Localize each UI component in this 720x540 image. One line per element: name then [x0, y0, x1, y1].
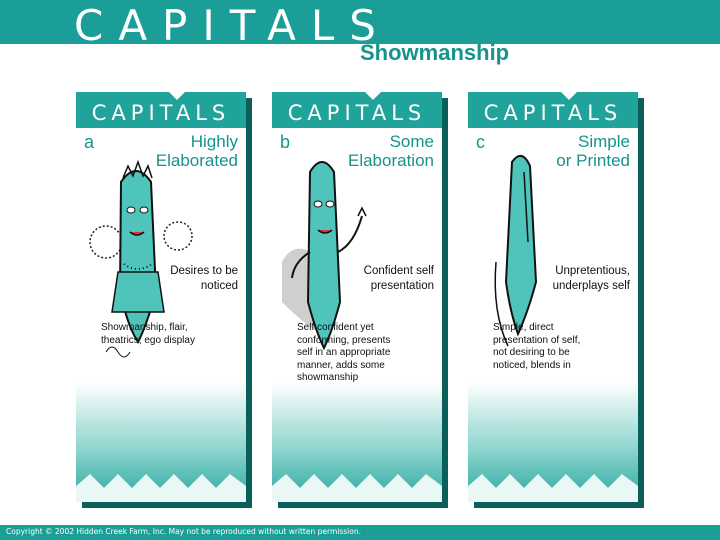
ornate-pen-character-icon: [89, 159, 193, 358]
card-title: CAPITALS: [91, 101, 231, 125]
card-description: Simple, direct presentation of self, not…: [493, 322, 581, 371]
footer-band: Copyright © 2002 Hidden Creek Farm, Inc.…: [0, 525, 720, 540]
card-title: CAPITALS: [287, 101, 427, 125]
waving-pen-character-icon: [282, 161, 367, 351]
card-heading: Highly Elaborated: [155, 132, 238, 170]
card-simple-or-printed: CAPITALS c Simple or Printed Unpretentio…: [468, 92, 638, 502]
card-mountains: [272, 474, 442, 502]
card-header: [272, 92, 442, 128]
card-header: [76, 92, 246, 128]
card-gradient: [76, 382, 246, 502]
card-mountains: [468, 474, 638, 502]
card-letter: c: [476, 132, 485, 152]
card-title: CAPITALS: [483, 101, 623, 125]
header-band: [0, 0, 720, 44]
card-trait: Confident self presentation: [363, 265, 434, 292]
page-subtitle: Showmanship: [360, 40, 510, 65]
card-some-elaboration: CAPITALS b Some Elaboration Confident se…: [272, 92, 442, 502]
card-mountains: [76, 474, 246, 502]
card-trait: Unpretentious, underplays self: [552, 265, 630, 292]
card-notch: [365, 92, 381, 100]
card-gradient: [468, 382, 638, 502]
card-notch: [561, 92, 577, 100]
card-letter: a: [84, 132, 95, 152]
card-header: [468, 92, 638, 128]
card-notch: [169, 92, 185, 100]
card-description: Showmanship, flair, theatrics, ego displ…: [101, 322, 195, 346]
copyright-text: Copyright © 2002 Hidden Creek Farm, Inc.…: [6, 527, 361, 536]
card-highly-elaborated: CAPITALS a Highly Elaborated Desires to …: [76, 92, 246, 502]
card-gradient: [272, 382, 442, 502]
card-heading: Simple or Printed: [556, 132, 630, 170]
card-heading: Some Elaboration: [347, 132, 434, 170]
card-letter: b: [280, 132, 291, 152]
plain-pen-icon: [494, 155, 538, 347]
card-trait: Desires to be noticed: [170, 265, 238, 292]
page-title: CAPITALS: [74, 1, 391, 50]
card-description: Self confident yet conforming, presents …: [297, 322, 391, 383]
